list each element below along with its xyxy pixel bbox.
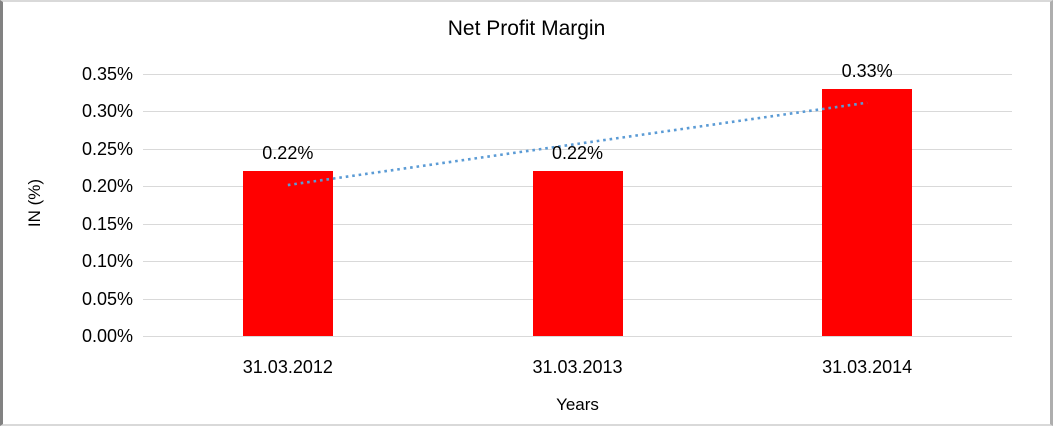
y-axis-tick-label: 0.20% [81, 176, 133, 197]
y-axis-title: IN (%) [25, 178, 44, 228]
bar [532, 171, 623, 336]
x-axis-tick-label: 31.03.2012 [242, 357, 333, 377]
gridline [143, 74, 1012, 75]
x-axis-title: Years [556, 395, 599, 414]
chart-title: Net Profit Margin [447, 17, 606, 40]
bar-data-label: 0.33% [841, 60, 893, 81]
bar [242, 171, 333, 336]
y-axis-tick-label: 0.05% [81, 288, 133, 309]
y-axis-tick-label: 0.00% [81, 326, 133, 346]
y-axis-tick-label: 0.10% [81, 251, 133, 272]
y-axis-tick-label: 0.35% [81, 64, 133, 84]
bar-data-label: 0.22% [262, 143, 314, 164]
y-axis-tick-label: 0.15% [81, 213, 133, 234]
x-axis-tick-label: 31.03.2013 [532, 357, 623, 377]
bar-data-label: 0.22% [551, 143, 604, 164]
x-axis-tick-label: 31.03.2014 [822, 357, 913, 377]
y-axis-tick-label: 0.25% [81, 138, 133, 159]
gridline [143, 336, 1012, 337]
bar [822, 88, 913, 336]
y-axis-tick-label: 0.30% [81, 101, 133, 122]
